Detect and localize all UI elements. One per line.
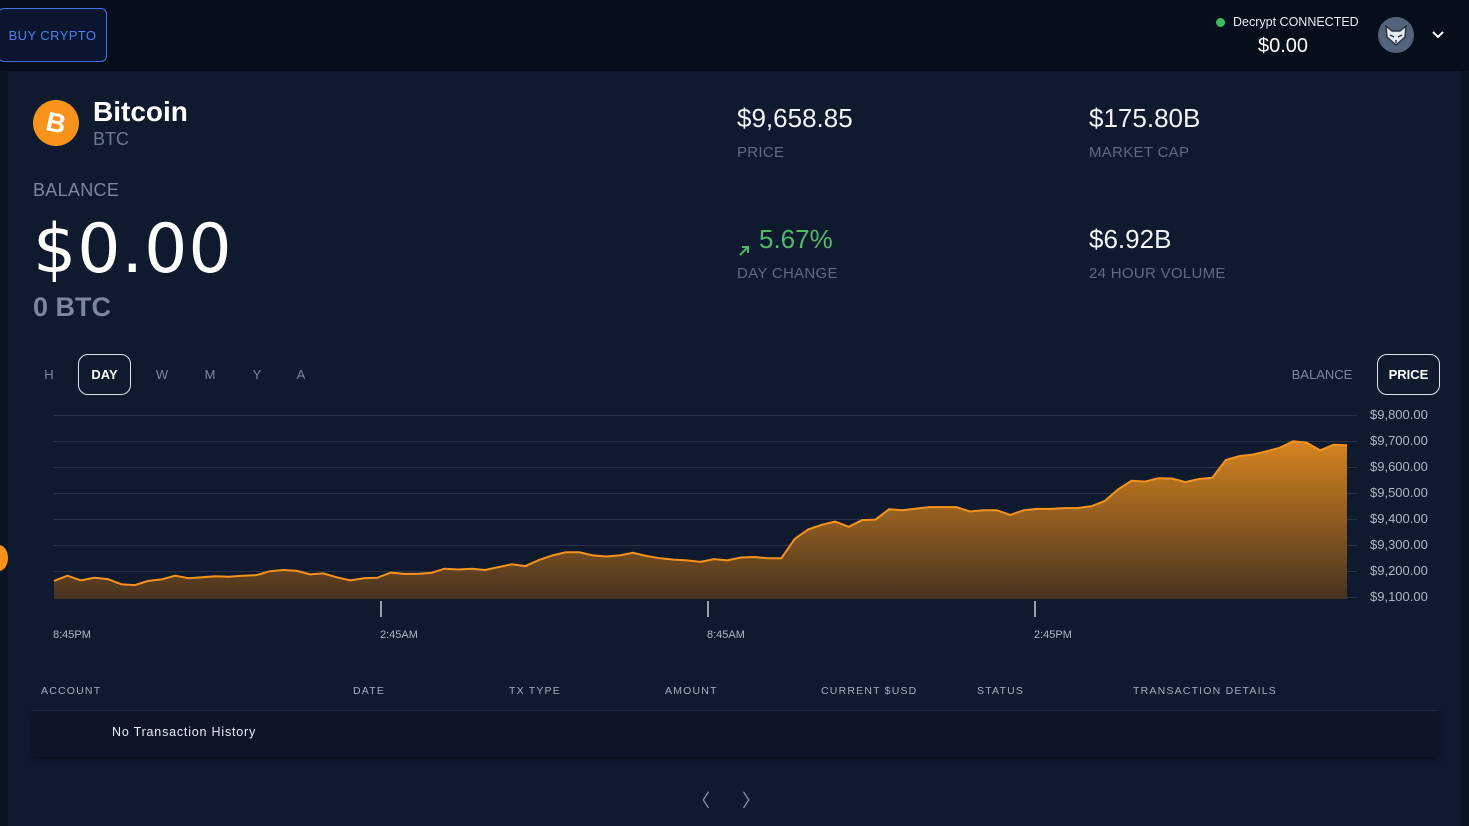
timeframe-all[interactable]: A <box>296 367 306 382</box>
chart-mode-balance[interactable]: BALANCE <box>1291 367 1353 382</box>
timeframe-hour[interactable]: H <box>44 367 54 382</box>
market-cap-label: MARKET CAP <box>1089 144 1190 161</box>
y-tick-label: $9,300.00 <box>1370 537 1428 552</box>
buy-crypto-button[interactable]: BUY CRYPTO <box>0 8 107 62</box>
connection-status-label: Decrypt CONNECTED <box>1233 15 1359 29</box>
col-amount: AMOUNT <box>665 685 718 697</box>
timeframe-day[interactable]: DAY <box>78 354 131 395</box>
x-tick-label: 2:45PM <box>1034 629 1072 641</box>
top-bar <box>0 0 1469 71</box>
x-tick-label: 8:45PM <box>53 629 91 641</box>
y-tick-label: $9,200.00 <box>1370 563 1428 578</box>
timeframe-week[interactable]: W <box>155 367 169 382</box>
bitcoin-icon: B <box>33 100 79 146</box>
x-tick-label: 8:45AM <box>707 629 745 641</box>
y-tick-label: $9,100.00 <box>1370 589 1428 604</box>
price-value: $9,658.85 <box>737 103 853 133</box>
timeframe-month[interactable]: M <box>204 367 216 382</box>
balance-btc: 0 BTC <box>33 292 112 322</box>
col-account: ACCOUNT <box>41 685 102 697</box>
wallet-balance: $0.00 <box>1258 35 1309 57</box>
status-dot-icon <box>1216 17 1225 27</box>
transactions-header: ACCOUNT DATE TX TYPE AMOUNT CURRENT $USD… <box>33 676 1438 711</box>
col-date: DATE <box>353 685 386 697</box>
price-area <box>54 441 1347 599</box>
empty-message: No Transaction History <box>112 725 257 739</box>
price-line <box>53 440 1348 587</box>
y-tick-label: $9,600.00 <box>1370 459 1428 474</box>
col-status: STATUS <box>977 685 1025 697</box>
side-handle[interactable] <box>0 545 8 571</box>
prev-page-button[interactable]: 〈 <box>692 791 710 811</box>
transactions-body: No Transaction History <box>33 711 1438 757</box>
y-tick-label: $9,700.00 <box>1370 433 1428 448</box>
y-tick-label: $9,800.00 <box>1370 407 1428 422</box>
volume-label: 24 HOUR VOLUME <box>1089 265 1226 282</box>
price-label: PRICE <box>737 144 785 161</box>
chevron-down-icon[interactable] <box>1428 25 1448 45</box>
volume-value: $6.92B <box>1089 224 1172 254</box>
price-chart: $9,800.00 $9,700.00 $9,600.00 $9,500.00 $9,4… <box>53 407 1428 641</box>
day-change: 5.67% <box>737 224 833 256</box>
balance-label: BALANCE <box>33 180 120 200</box>
col-transaction-details: TRANSACTION DETAILS <box>1133 685 1277 697</box>
chart-mode-price[interactable]: PRICE <box>1377 354 1440 395</box>
day-change-label: DAY CHANGE <box>737 265 838 282</box>
y-tick-label: $9,400.00 <box>1370 511 1428 526</box>
arrow-up-right-icon <box>737 234 751 256</box>
day-change-value: 5.67% <box>759 224 833 254</box>
coin-ticker: BTC <box>93 129 129 149</box>
coin-name: Bitcoin <box>93 96 188 127</box>
fox-icon[interactable] <box>1378 17 1414 53</box>
x-tick-label: 2:45AM <box>380 629 418 641</box>
next-page-button[interactable]: 〉 <box>742 791 760 811</box>
y-tick-label: $9,500.00 <box>1370 485 1428 500</box>
balance-usd: $0.00 <box>33 210 233 289</box>
connection-status: Decrypt CONNECTED <box>1216 14 1359 30</box>
timeframe-year[interactable]: Y <box>252 367 262 382</box>
col-tx-type: TX TYPE <box>509 685 561 697</box>
col-current-usd: CURRENT $USD <box>821 685 918 697</box>
market-cap-value: $175.80B <box>1089 103 1201 133</box>
asset-panel <box>8 71 1461 826</box>
